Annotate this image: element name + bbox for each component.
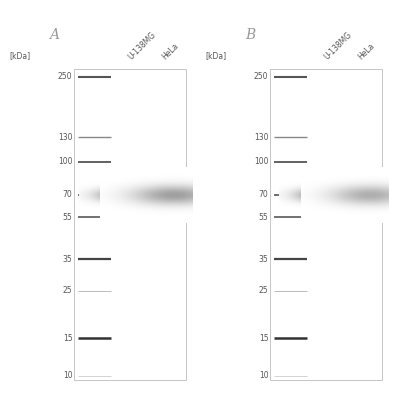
Text: 10: 10 <box>259 371 268 380</box>
Text: U-138MG: U-138MG <box>127 30 158 62</box>
Text: HeLa: HeLa <box>356 42 376 62</box>
Text: 250: 250 <box>254 72 268 81</box>
Text: 35: 35 <box>259 255 268 264</box>
Text: 130: 130 <box>254 133 268 142</box>
Text: 35: 35 <box>63 255 72 264</box>
Text: 70: 70 <box>259 190 268 199</box>
Text: A: A <box>49 28 59 42</box>
Text: 100: 100 <box>254 157 268 166</box>
Text: HeLa: HeLa <box>160 42 180 62</box>
Text: 15: 15 <box>259 334 268 342</box>
Text: 250: 250 <box>58 72 72 81</box>
Text: 100: 100 <box>58 157 72 166</box>
Text: 55: 55 <box>63 213 72 222</box>
Text: [kDa]: [kDa] <box>206 51 227 60</box>
Text: 130: 130 <box>58 133 72 142</box>
Text: 10: 10 <box>63 371 72 380</box>
Text: 25: 25 <box>63 286 72 295</box>
FancyBboxPatch shape <box>270 70 382 380</box>
Text: 15: 15 <box>63 334 72 342</box>
Text: [kDa]: [kDa] <box>10 51 31 60</box>
FancyBboxPatch shape <box>74 70 186 380</box>
Text: 55: 55 <box>259 213 268 222</box>
Text: U-138MG: U-138MG <box>323 30 354 62</box>
Text: B: B <box>245 28 255 42</box>
Text: 25: 25 <box>259 286 268 295</box>
Text: 70: 70 <box>63 190 72 199</box>
